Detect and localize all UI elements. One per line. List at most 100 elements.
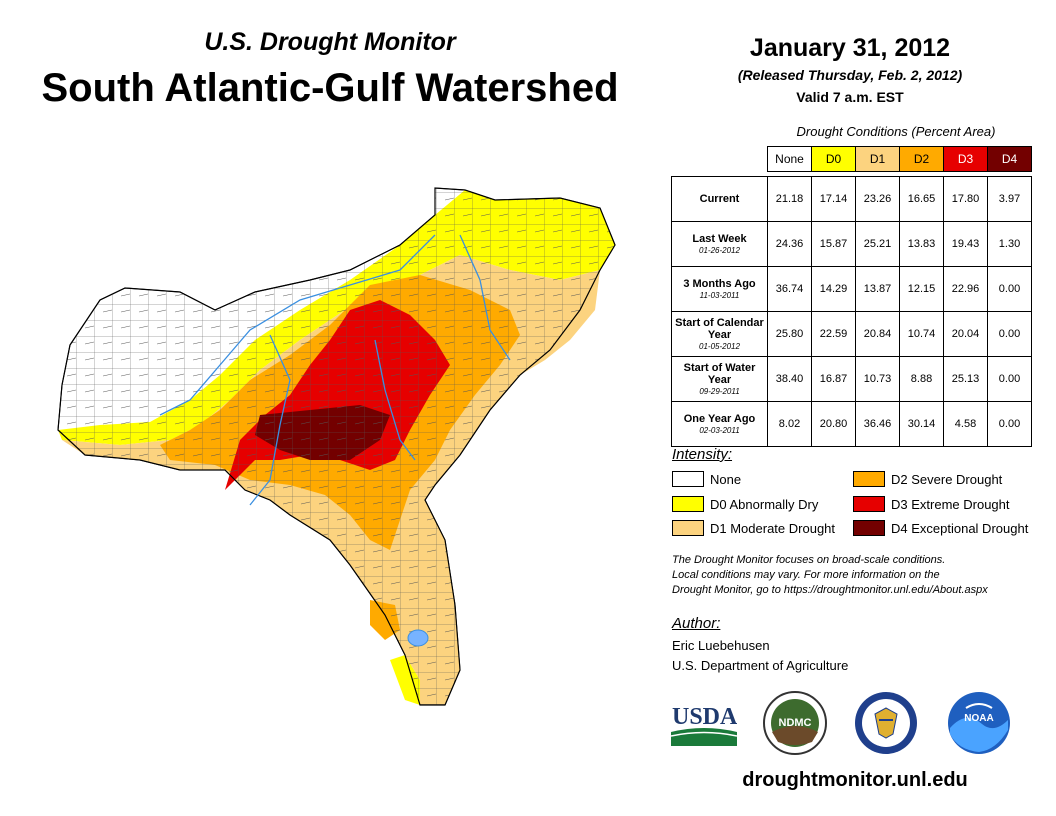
table-cell: 0.00 <box>987 401 1032 447</box>
legend-swatch <box>672 520 704 536</box>
legend-swatch <box>853 496 885 512</box>
col-none: None <box>767 146 812 172</box>
col-d3: D3 <box>943 146 988 172</box>
table-cell: 30.14 <box>899 401 944 447</box>
table-cell: 8.88 <box>899 356 944 402</box>
disclaimer-note: The Drought Monitor focuses on broad-sca… <box>672 553 1052 598</box>
legend-item-d1: D1 Moderate Drought <box>672 519 835 537</box>
usda-logo: USDA <box>671 704 737 746</box>
table-cell: 1.30 <box>987 221 1032 267</box>
table-row: Start of Calendar Year 01-05-2012 25.80 2… <box>671 311 1032 357</box>
legend-item-d2: D2 Severe Drought <box>853 470 1002 488</box>
table-row: One Year Ago 02-03-2011 8.02 20.80 36.46 … <box>671 401 1032 447</box>
valid-time: Valid 7 a.m. EST <box>796 89 904 105</box>
legend-label: D2 Severe Drought <box>891 471 1003 487</box>
row-label: Start of Water Year 09-29-2011 <box>671 356 768 402</box>
author-info: Eric Luebehusen U.S. Department of Agric… <box>672 636 848 676</box>
table-cell: 14.29 <box>811 266 856 312</box>
table-cell: 36.46 <box>855 401 900 447</box>
region-d0-florida <box>390 590 455 705</box>
table-cell: 8.02 <box>767 401 812 447</box>
table-cell: 25.80 <box>767 311 812 357</box>
row-label: 3 Months Ago 11-03-2011 <box>671 266 768 312</box>
table-header-row: None D0 D1 D2 D3 D4 <box>672 146 1032 172</box>
row-label: Start of Calendar Year 01-05-2012 <box>671 311 768 357</box>
table-cell: 15.87 <box>811 221 856 267</box>
table-cell: 24.36 <box>767 221 812 267</box>
table-row: Last Week 01-26-2012 24.36 15.87 25.21 13… <box>671 221 1032 267</box>
legend-label: D1 Moderate Drought <box>710 520 836 536</box>
table-cell: 16.87 <box>811 356 856 402</box>
table-cell: 22.59 <box>811 311 856 357</box>
legend-label: D0 Abnormally Dry <box>710 496 819 512</box>
legend-swatch <box>853 471 885 487</box>
table-cell: 0.00 <box>987 356 1032 402</box>
author-org: U.S. Department of Agriculture <box>672 658 849 673</box>
legend-label: None <box>710 471 742 487</box>
table-cell: 13.87 <box>855 266 900 312</box>
legend-swatch <box>853 520 885 536</box>
table-cell: 20.84 <box>855 311 900 357</box>
legend-item-d4: D4 Exceptional Drought <box>853 519 1028 537</box>
table-cell: 3.97 <box>987 176 1032 222</box>
table-cell: 38.40 <box>767 356 812 402</box>
svg-text:USDA: USDA <box>672 704 737 730</box>
table-cell: 13.83 <box>899 221 944 267</box>
rivers <box>159 234 511 506</box>
map-subtitle: U.S. Drought Monitor <box>204 28 456 56</box>
author-name: Eric Luebehusen <box>672 638 770 653</box>
col-d1: D1 <box>855 146 900 172</box>
table-row: 3 Months Ago 11-03-2011 36.74 14.29 13.87… <box>671 266 1032 312</box>
table-cell: 0.00 <box>987 266 1032 312</box>
commerce-seal-icon <box>855 692 917 754</box>
table-cell: 25.13 <box>943 356 988 402</box>
table-cell: 16.65 <box>899 176 944 222</box>
table-cell: 4.58 <box>943 401 988 447</box>
row-label: Last Week 01-26-2012 <box>671 221 768 267</box>
website-link[interactable]: droughtmonitor.unl.edu <box>742 769 968 791</box>
svg-text:NOAA: NOAA <box>964 713 993 724</box>
table-cell: 10.73 <box>855 356 900 402</box>
table-cell: 22.96 <box>943 266 988 312</box>
table-cell: 36.74 <box>767 266 812 312</box>
legend-item-none: None <box>672 470 741 488</box>
table-cell: 21.18 <box>767 176 812 222</box>
table-cell: 23.26 <box>855 176 900 222</box>
release-date: (Released Thursday, Feb. 2, 2012) <box>737 67 963 83</box>
table-caption: Drought Conditions (Percent Area) <box>796 124 996 139</box>
table-cell: 20.04 <box>943 311 988 357</box>
lake-okeechobee <box>407 629 429 647</box>
table-cell: 10.74 <box>899 311 944 357</box>
legend-swatch <box>672 471 704 487</box>
table-cell: 17.80 <box>943 176 988 222</box>
noaa-logo: NOAA <box>948 692 1010 754</box>
row-label: Current <box>671 176 768 222</box>
drought-conditions-table: None D0 D1 D2 D3 D4 Current 21.18 17.14 … <box>671 146 1032 447</box>
col-d4: D4 <box>987 146 1032 172</box>
legend-item-d3: D3 Extreme Drought <box>853 495 1010 513</box>
col-d0: D0 <box>811 146 856 172</box>
legend-label: D3 Extreme Drought <box>891 496 1010 512</box>
table-cell: 20.80 <box>811 401 856 447</box>
legend-swatch <box>672 496 704 512</box>
table-cell: 17.14 <box>811 176 856 222</box>
about-link[interactable]: Drought Monitor, go to https://droughtmo… <box>672 584 988 596</box>
ndmc-logo: NDMC <box>763 691 827 755</box>
legend-label: D4 Exceptional Drought <box>891 520 1029 536</box>
author-heading: Author: <box>672 615 721 632</box>
drought-map <box>57 187 616 706</box>
map-date: January 31, 2012 <box>749 34 951 62</box>
table-row: Start of Water Year 09-29-2011 38.40 16.8… <box>671 356 1032 402</box>
table-cell: 12.15 <box>899 266 944 312</box>
legend-item-d0: D0 Abnormally Dry <box>672 495 818 513</box>
svg-text:NDMC: NDMC <box>779 717 812 729</box>
watershed-region <box>57 187 616 706</box>
legend-heading: Intensity: <box>672 446 733 463</box>
table-cell: 19.43 <box>943 221 988 267</box>
table-cell: 0.00 <box>987 311 1032 357</box>
map-title: South Atlantic-Gulf Watershed <box>41 66 619 110</box>
table-row: Current 21.18 17.14 23.26 16.65 17.80 3.… <box>671 176 1032 222</box>
table-cell: 25.21 <box>855 221 900 267</box>
col-d2: D2 <box>899 146 944 172</box>
row-label: One Year Ago 02-03-2011 <box>671 401 768 447</box>
